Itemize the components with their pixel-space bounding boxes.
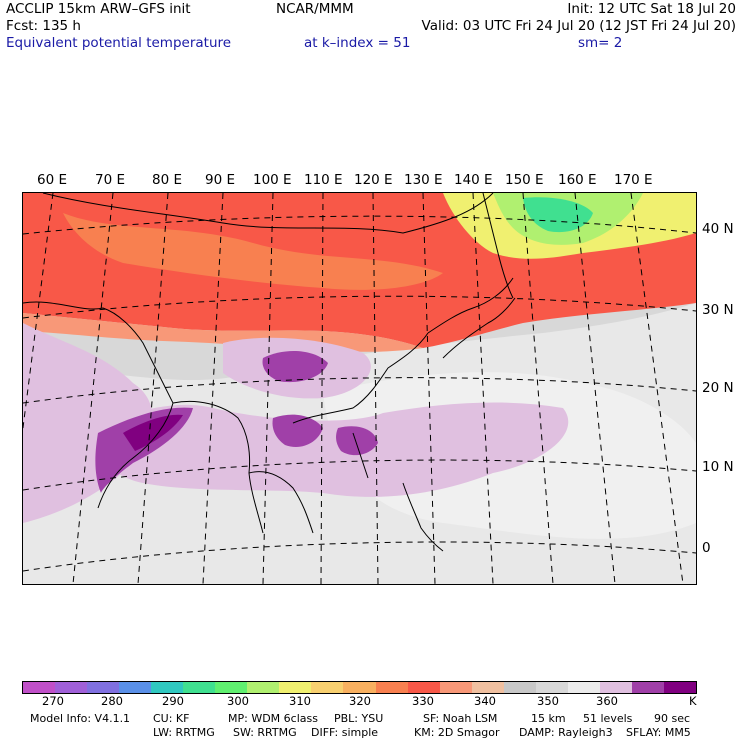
colorbar-swatch bbox=[567, 682, 600, 693]
colorbar-swatch bbox=[663, 682, 696, 693]
valid-time: Valid: 03 UTC Fri 24 Jul 20 (12 JST Fri … bbox=[421, 18, 736, 34]
model-title: ACCLIP 15km ARW–GFS init bbox=[6, 1, 191, 17]
colorbar-tick: 290 bbox=[162, 694, 184, 708]
lat-label: 0 bbox=[702, 540, 711, 556]
colorbar-tick: 330 bbox=[412, 694, 434, 708]
colorbar-tick: 360 bbox=[596, 694, 618, 708]
footer-lw: LW: RRTMG bbox=[153, 726, 215, 739]
colorbar-swatch bbox=[375, 682, 408, 693]
colorbar-swatch bbox=[183, 682, 216, 693]
orange-patch bbox=[63, 213, 443, 290]
purple-core-china bbox=[262, 351, 328, 383]
footer-sf: SF: Noah LSM bbox=[423, 712, 498, 725]
field-name: Equivalent potential temperature bbox=[6, 35, 232, 51]
lat-label: 10 N bbox=[702, 459, 734, 475]
footer-mp: MP: WDM 6class bbox=[228, 712, 318, 725]
map-canvas bbox=[23, 193, 696, 584]
lilac-region-south bbox=[83, 402, 569, 497]
warm-band-edge bbox=[23, 313, 423, 352]
colorbar-swatch bbox=[87, 682, 120, 693]
colorbar bbox=[22, 681, 697, 694]
footer-sflay: SFLAY: MM5 bbox=[626, 726, 691, 739]
colorbar-swatch bbox=[55, 682, 88, 693]
lon-label: 170 E bbox=[614, 172, 653, 188]
colorbar-swatch bbox=[151, 682, 184, 693]
colorbar-swatch bbox=[631, 682, 664, 693]
lon-label: 70 E bbox=[95, 172, 125, 188]
graticule bbox=[23, 193, 696, 584]
colorbar-tick: 300 bbox=[227, 694, 249, 708]
lon-label: 60 E bbox=[37, 172, 67, 188]
footer-timestep: 90 sec bbox=[654, 712, 691, 725]
colorbar-tick: 270 bbox=[42, 694, 64, 708]
footer-pbl: PBL: YSU bbox=[334, 712, 384, 725]
lat-label: 20 N bbox=[702, 380, 734, 396]
lon-label: 80 E bbox=[152, 172, 182, 188]
footer-resolution: 15 km bbox=[531, 712, 566, 725]
colorbar-tick: 350 bbox=[537, 694, 559, 708]
colorbar-unit: K bbox=[689, 694, 697, 708]
colorbar-tick: 310 bbox=[289, 694, 311, 708]
colorbar-tick: 320 bbox=[349, 694, 371, 708]
colorbar-swatch bbox=[471, 682, 504, 693]
map-panel bbox=[22, 192, 697, 585]
footer-damp: DAMP: Rayleigh3 bbox=[519, 726, 613, 739]
coastlines bbox=[23, 193, 516, 552]
lon-label: 100 E bbox=[253, 172, 292, 188]
footer-diff: DIFF: simple bbox=[311, 726, 379, 739]
purple-core-scs bbox=[336, 426, 378, 456]
lon-label: 110 E bbox=[304, 172, 343, 188]
colorbar-swatch bbox=[439, 682, 472, 693]
lat-label: 40 N bbox=[702, 221, 734, 237]
colorbar-swatch bbox=[503, 682, 536, 693]
lon-label: 140 E bbox=[454, 172, 493, 188]
colorbar-swatch bbox=[215, 682, 248, 693]
colorbar-swatch bbox=[343, 682, 376, 693]
footer-km: KM: 2D Smagor bbox=[414, 726, 500, 739]
lat-label: 30 N bbox=[702, 302, 734, 318]
footer-sw: SW: RRTMG bbox=[233, 726, 297, 739]
init-time: Init: 12 UTC Sat 18 Jul 20 bbox=[567, 1, 736, 17]
dark-purple-core bbox=[123, 414, 183, 451]
footer-model-info: Model Info: V4.1.1 bbox=[30, 712, 131, 725]
colorbar-swatch bbox=[279, 682, 312, 693]
lon-label: 90 E bbox=[205, 172, 235, 188]
colorbar-swatch bbox=[119, 682, 152, 693]
colorbar-swatch bbox=[407, 682, 440, 693]
smoothing-label: sm= 2 bbox=[578, 35, 623, 51]
colorbar-swatch bbox=[311, 682, 344, 693]
colorbar-swatch bbox=[535, 682, 568, 693]
colorbar-swatch bbox=[599, 682, 632, 693]
purple-core-indochina bbox=[272, 414, 323, 448]
lon-label: 130 E bbox=[404, 172, 443, 188]
org-label: NCAR/MMM bbox=[276, 1, 354, 17]
forecast-hour: Fcst: 135 h bbox=[6, 18, 81, 34]
lon-label: 150 E bbox=[505, 172, 544, 188]
lon-label: 160 E bbox=[558, 172, 597, 188]
colorbar-swatch bbox=[247, 682, 280, 693]
footer-cu: CU: KF bbox=[153, 712, 190, 725]
cyan-region bbox=[523, 197, 593, 233]
lon-label: 120 E bbox=[354, 172, 393, 188]
colorbar-tick: 340 bbox=[474, 694, 496, 708]
level-label: at k–index = 51 bbox=[304, 35, 411, 51]
colorbar-tick: 280 bbox=[101, 694, 123, 708]
colorbar-swatch bbox=[23, 682, 56, 693]
footer-levels: 51 levels bbox=[583, 712, 633, 725]
